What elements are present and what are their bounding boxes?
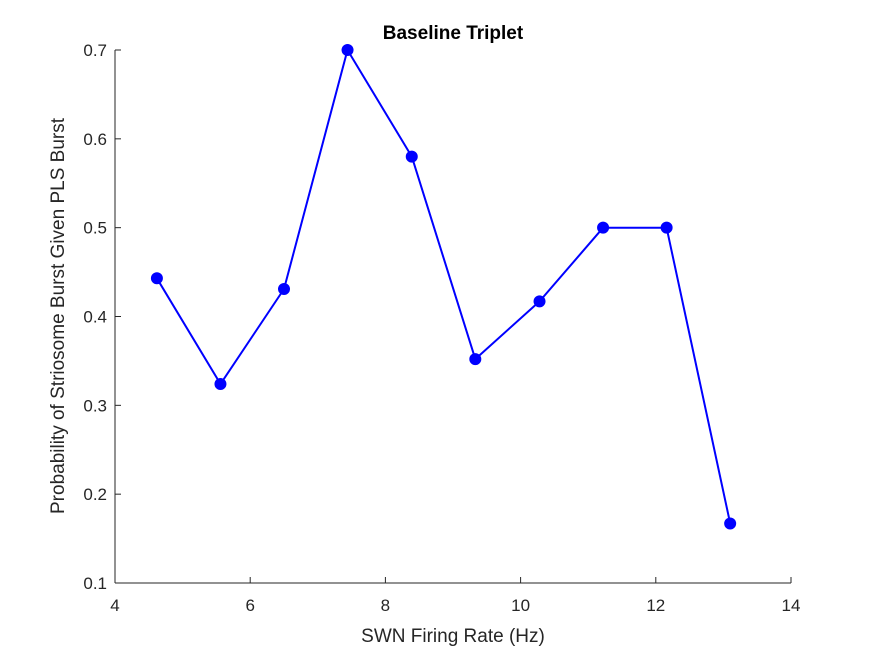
y-tick-label: 0.3 bbox=[83, 396, 107, 415]
y-tick-label: 0.6 bbox=[83, 130, 107, 149]
y-tick-label: 0.4 bbox=[83, 308, 107, 327]
data-point bbox=[278, 282, 290, 295]
data-point bbox=[469, 353, 482, 366]
axes bbox=[114, 50, 791, 584]
y-axis-title: Probability of Striosome Burst Given PLS… bbox=[48, 117, 69, 514]
y-tick-label: 0.2 bbox=[83, 485, 107, 504]
y-tick-label: 0.7 bbox=[83, 41, 107, 60]
data-series bbox=[150, 44, 737, 530]
x-tick-label: 14 bbox=[782, 596, 801, 615]
x-tick-label: 12 bbox=[646, 596, 665, 615]
series-line bbox=[156, 49, 732, 524]
data-point bbox=[341, 44, 354, 56]
data-point bbox=[533, 295, 546, 308]
data-point bbox=[150, 272, 163, 285]
x-tick-label: 6 bbox=[245, 596, 254, 615]
y-tick-label: 0.5 bbox=[83, 219, 107, 238]
y-tick-label: 0.1 bbox=[83, 574, 107, 593]
x-tick-label: 4 bbox=[110, 596, 119, 615]
data-point bbox=[405, 150, 418, 163]
data-point bbox=[660, 221, 673, 234]
x-axis-title: SWN Firing Rate (Hz) bbox=[361, 626, 545, 647]
data-point bbox=[724, 517, 737, 530]
ticks: 4 6 8 10 12 14 0.1 0.2 0.3 0.4 0.5 0.6 0.7 bbox=[83, 41, 800, 615]
x-tick-label: 8 bbox=[381, 596, 390, 615]
chart-title: Baseline Triplet bbox=[383, 23, 524, 44]
data-point bbox=[597, 221, 610, 234]
x-tick-label: 10 bbox=[511, 596, 530, 615]
data-point bbox=[214, 378, 227, 391]
